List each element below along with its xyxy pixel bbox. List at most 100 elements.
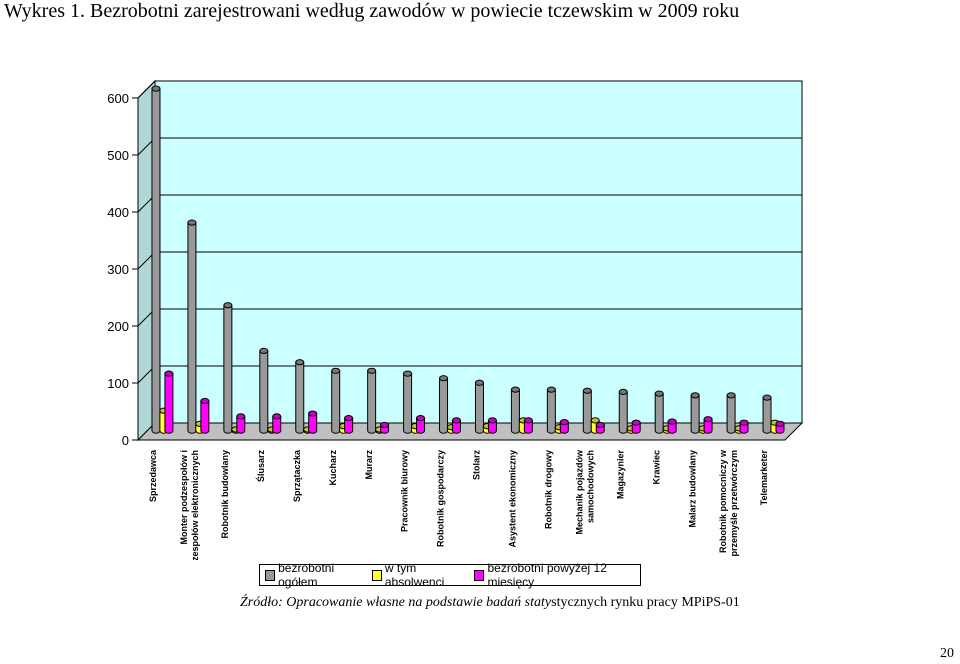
bar-1-14 (618, 388, 628, 434)
bar-top-1-2 (187, 219, 197, 226)
bar-top-2-13 (590, 417, 600, 424)
bar-1-5 (295, 359, 305, 434)
bar-1-1 (151, 85, 161, 434)
bar-top-3-3 (236, 413, 246, 420)
bar-body-1-12 (546, 389, 556, 434)
x-label-1: Sprzedawca (148, 449, 158, 502)
x-label-6: Kucharz (328, 450, 338, 486)
bar-body-3-5 (308, 413, 318, 434)
bar-top-3-4 (272, 413, 282, 420)
x-label-line: Krawiec (651, 450, 661, 485)
bar-body-1-18 (762, 397, 772, 434)
x-axis-labels: Sprzedawca Monter podzespołów izespołów e… (148, 449, 769, 560)
legend-swatch-total (265, 569, 276, 581)
x-label-4: Ślusarz (255, 450, 266, 483)
bar-top-3-11 (523, 417, 533, 424)
bar-3-11 (523, 417, 533, 434)
bar-1-6 (331, 367, 341, 434)
bar-body-1-16 (690, 394, 700, 434)
bar-body-1-4 (259, 350, 269, 434)
bar-1-15 (654, 390, 664, 434)
y-tick-label-600: 600 (107, 91, 129, 106)
bar-top-1-13 (582, 387, 592, 394)
bar-top-3-5 (308, 410, 318, 417)
bar-top-1-5 (295, 359, 305, 366)
bar-body-3-16 (703, 418, 713, 434)
x-label-line: Telemarketer (759, 450, 769, 506)
bar-top-3-15 (667, 418, 677, 425)
bar-3-10 (487, 417, 497, 434)
x-label-11: Asystent ekonomiczny (508, 450, 518, 548)
bar-top-1-8 (403, 370, 413, 377)
legend-label-graduates: w tym absolwenci (384, 561, 445, 589)
x-label-line: Robotnik budowlany (220, 450, 230, 539)
bar-top-1-10 (474, 379, 484, 386)
legend-item-total: bezrobotni ogółem (265, 561, 367, 589)
bar-body-1-17 (726, 394, 736, 434)
bar-top-3-8 (416, 415, 426, 422)
bar-body-1-2 (187, 222, 197, 434)
y-tick-label-0: 0 (122, 433, 129, 448)
x-label-9: Robotnik gospodarczy (436, 450, 446, 547)
bar-top-1-16 (690, 392, 700, 399)
y-tick-label-400: 400 (107, 205, 129, 220)
bar-1-7 (367, 367, 377, 434)
bar-body-1-15 (654, 393, 664, 434)
bar-3-9 (451, 417, 461, 434)
x-label-line: Sprzątaczka (292, 449, 302, 502)
bar-3-7 (380, 421, 390, 434)
bar-top-3-2 (200, 397, 210, 405)
bar-3-4 (272, 413, 282, 434)
legend-swatch-graduates (371, 569, 382, 581)
legend-item-graduates: w tym absolwenci (371, 561, 470, 589)
bar-1-18 (762, 394, 772, 434)
x-label-line: Murarz (364, 450, 374, 480)
x-label-line: Malarz budowlany (687, 450, 697, 528)
x-label-12: Robotnik drogowy (543, 450, 553, 529)
x-label-18: Telemarketer (759, 450, 769, 506)
x-label-line: Asystent ekonomiczny (508, 450, 518, 548)
bar-body-1-6 (331, 370, 341, 434)
bar-3-5 (308, 410, 318, 434)
y-axis: 0 100 200 300 400 500 600 (107, 91, 139, 448)
bar-top-1-15 (654, 390, 664, 397)
bar-top-3-12 (559, 419, 569, 426)
x-label-3: Robotnik budowlany (220, 450, 230, 539)
bar-top-3-16 (703, 416, 713, 423)
bar-1-11 (510, 386, 520, 434)
page-number: 20 (940, 646, 954, 661)
chart-canvas: 0 100 200 300 400 500 600 Sprzedawca Monter pod… (107, 79, 804, 560)
x-label-line: Magazynier (615, 450, 625, 500)
bar-body-3-8 (416, 417, 426, 434)
bar-body-1-11 (510, 389, 520, 434)
bar-1-12 (546, 386, 556, 434)
bar-body-1-1 (151, 88, 161, 434)
bar-body-1-5 (295, 361, 305, 434)
chart-legend: bezrobotni ogółem w tym absolwenci bezro… (259, 561, 641, 589)
x-label-7: Murarz (364, 450, 374, 480)
bar-1-17 (726, 392, 736, 434)
bar-top-1-11 (510, 386, 520, 393)
bar-top-3-7 (380, 421, 390, 429)
bar-body-3-4 (272, 415, 282, 434)
bar-top-1-7 (367, 367, 377, 374)
legend-label-longterm: bezrobotni powyżej 12 miesięcy (487, 561, 607, 589)
y-tick-label-200: 200 (107, 319, 129, 334)
bar-top-1-9 (439, 375, 449, 382)
source-note-normal: stycznych rynku pracy MPiPS-01 (551, 595, 740, 610)
source-note-italic: Źródło: Opracowanie własne na podstawie … (240, 595, 552, 610)
bar-1-13 (582, 387, 592, 434)
bar-top-3-14 (631, 419, 641, 426)
bar-top-3-17 (739, 419, 749, 426)
bar-body-3-10 (487, 419, 497, 434)
bar-top-1-18 (762, 394, 772, 401)
bar-3-18 (775, 420, 785, 434)
x-label-line: Stolarz (472, 450, 482, 481)
bar-1-8 (403, 370, 413, 434)
bar-body-3-3 (236, 415, 246, 434)
bar-top-1-14 (618, 388, 628, 395)
bar-body-1-14 (618, 391, 628, 434)
y-tick-label-300: 300 (107, 262, 129, 277)
x-label-line: Kucharz (328, 450, 338, 486)
bar-body-1-3 (223, 304, 233, 434)
